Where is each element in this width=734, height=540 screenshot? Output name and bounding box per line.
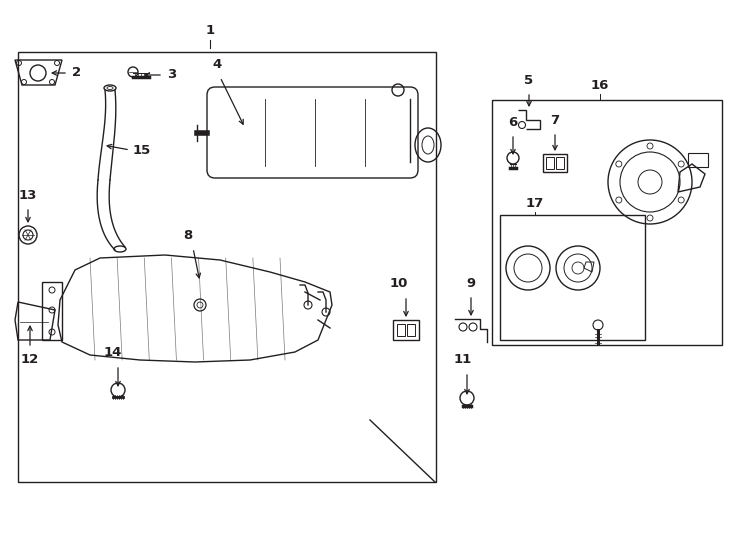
Bar [556, 157, 564, 169]
Text: 6: 6 [509, 116, 517, 129]
Text: 5: 5 [524, 74, 534, 87]
Bar [543, 154, 567, 172]
Text: 9: 9 [466, 277, 476, 290]
Bar [688, 153, 708, 167]
Bar [393, 320, 419, 340]
Text: 8: 8 [184, 229, 192, 242]
Bar [500, 215, 645, 340]
Text: 10: 10 [390, 277, 408, 290]
Bar [546, 157, 554, 169]
Text: 16: 16 [591, 79, 609, 92]
Text: 13: 13 [19, 189, 37, 202]
Text: 17: 17 [526, 197, 544, 210]
Text: 4: 4 [212, 58, 222, 71]
Text: 1: 1 [206, 24, 214, 37]
Text: 12: 12 [21, 353, 39, 366]
Text: 15: 15 [133, 144, 151, 157]
Text: 3: 3 [167, 69, 176, 82]
Bar [397, 324, 405, 336]
Bar [407, 324, 415, 336]
Text: 2: 2 [72, 66, 81, 79]
Bar [18, 52, 436, 482]
Text: 14: 14 [103, 346, 122, 359]
Text: 7: 7 [550, 114, 559, 127]
Text: 11: 11 [454, 353, 472, 366]
Bar [492, 100, 722, 345]
